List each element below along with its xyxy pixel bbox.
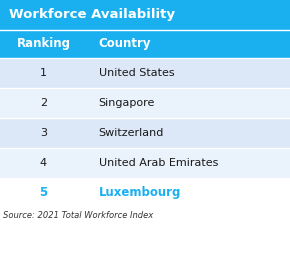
FancyBboxPatch shape bbox=[0, 58, 87, 88]
FancyBboxPatch shape bbox=[87, 118, 290, 148]
Text: 2: 2 bbox=[40, 98, 47, 108]
FancyBboxPatch shape bbox=[87, 30, 290, 58]
Text: Ranking: Ranking bbox=[17, 37, 70, 51]
Text: 3: 3 bbox=[40, 128, 47, 138]
FancyBboxPatch shape bbox=[0, 178, 87, 208]
FancyBboxPatch shape bbox=[87, 58, 290, 88]
Text: Country: Country bbox=[99, 37, 151, 51]
FancyBboxPatch shape bbox=[0, 118, 87, 148]
Text: 1: 1 bbox=[40, 68, 47, 78]
FancyBboxPatch shape bbox=[87, 178, 290, 208]
Text: 4: 4 bbox=[40, 158, 47, 168]
FancyBboxPatch shape bbox=[0, 88, 87, 118]
FancyBboxPatch shape bbox=[87, 148, 290, 178]
Text: Luxembourg: Luxembourg bbox=[99, 187, 181, 199]
FancyBboxPatch shape bbox=[0, 30, 87, 58]
FancyBboxPatch shape bbox=[0, 0, 290, 30]
Text: Singapore: Singapore bbox=[99, 98, 155, 108]
Text: United Arab Emirates: United Arab Emirates bbox=[99, 158, 218, 168]
Text: Switzerland: Switzerland bbox=[99, 128, 164, 138]
FancyBboxPatch shape bbox=[0, 148, 87, 178]
FancyBboxPatch shape bbox=[87, 88, 290, 118]
Text: Source: 2021 Total Workforce Index: Source: 2021 Total Workforce Index bbox=[3, 211, 153, 220]
Text: Workforce Availability: Workforce Availability bbox=[9, 8, 175, 21]
Text: 5: 5 bbox=[39, 187, 48, 199]
Text: United States: United States bbox=[99, 68, 174, 78]
